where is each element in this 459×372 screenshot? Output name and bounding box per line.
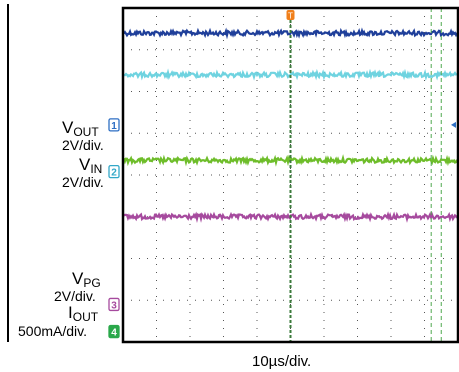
channel-1-marker-label: 1 xyxy=(111,121,117,132)
vout-label: VOUT xyxy=(62,118,99,139)
vin-scale-label: 2V/div. xyxy=(62,174,104,190)
channel-4-marker-icon xyxy=(108,324,120,339)
trigger-level-arrow-icon xyxy=(451,121,456,128)
channel-3-marker-icon xyxy=(108,297,120,312)
vpg-label: VPG xyxy=(72,269,101,290)
vout-scale-label: 2V/div. xyxy=(62,137,104,153)
channel-markers: 1 2 3 4 xyxy=(108,118,120,339)
trace-v-out xyxy=(123,27,458,40)
trace-v-in xyxy=(122,154,459,167)
trigger-marker-icon xyxy=(286,10,295,20)
vin-label: VIN xyxy=(79,155,102,176)
cursors: T xyxy=(286,8,456,342)
channel-3-marker-label: 3 xyxy=(111,300,117,311)
iout-scale-label: 500mA/div. xyxy=(18,323,87,339)
channel-2-marker-icon xyxy=(108,165,120,179)
iout-label: IOUT xyxy=(68,303,99,324)
x-axis-label: 10µs/div. xyxy=(252,353,311,370)
trace-i-out xyxy=(124,68,458,81)
channel-2-marker-label: 2 xyxy=(111,168,117,179)
channel-1-marker-icon xyxy=(108,118,120,132)
plot-frame xyxy=(121,6,459,344)
trigger-marker-label: T xyxy=(288,12,293,21)
channel-4-marker-label: 4 xyxy=(111,328,117,339)
vpg-scale-label: 2V/div. xyxy=(54,288,96,304)
